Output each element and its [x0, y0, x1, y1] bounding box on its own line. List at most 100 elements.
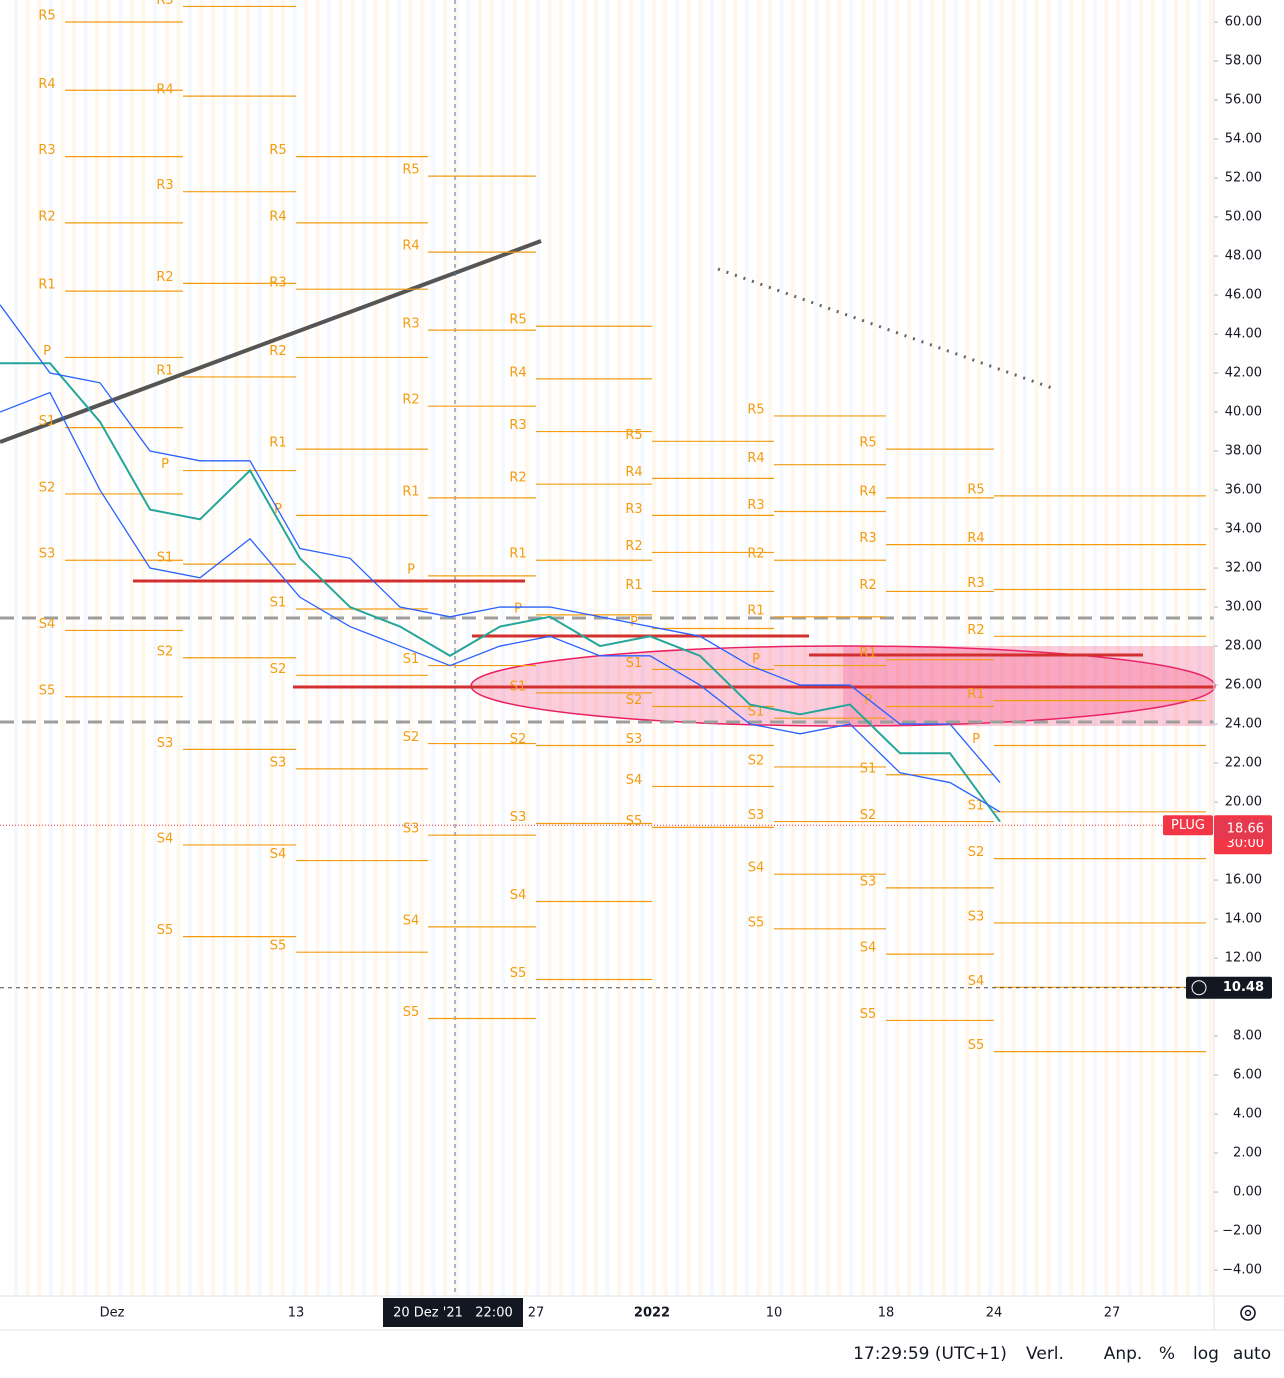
session-stripe [652, 0, 656, 1296]
pivot-label: R4 [967, 531, 984, 546]
pivot-label: R5 [156, 0, 173, 8]
session-stripe [1162, 0, 1167, 1296]
pivot-label: S3 [626, 732, 643, 747]
pivot-label: S4 [157, 831, 174, 846]
toolbar-button[interactable]: % [1159, 1344, 1175, 1364]
pivot-label: S1 [748, 705, 765, 720]
toolbar-button[interactable]: Anp. [1104, 1344, 1143, 1364]
toolbar-button[interactable]: log [1193, 1344, 1219, 1364]
y-tick-label: 38.00 [1225, 444, 1262, 459]
pivot-label: R4 [269, 209, 286, 224]
plot: R5 R4 R3 R2 R1 P S1 S2 S3 S4 S5 R5 R4 R3 R2 R1 P S1 S2 S3 S4… [0, 0, 1214, 1053]
session-stripe [1023, 0, 1028, 1296]
pivot-label: S5 [403, 1005, 420, 1020]
session-stripe [130, 0, 134, 1296]
pivot-label: R5 [269, 143, 286, 158]
pivot-label: R4 [402, 239, 419, 254]
y-tick-label: 28.00 [1225, 639, 1262, 654]
session-stripe [686, 0, 691, 1296]
pivot-label: S1 [968, 798, 985, 813]
pivot-label: R1 [402, 484, 419, 499]
pivot-label: S2 [270, 662, 287, 677]
x-tick-label: 18 [878, 1306, 895, 1321]
pivot-label: S4 [968, 974, 985, 989]
session-stripe [25, 0, 30, 1296]
session-stripe [454, 0, 459, 1296]
session-stripe [292, 0, 297, 1296]
x-tick-label: 27 [1104, 1306, 1121, 1321]
pivot-label: R3 [156, 178, 173, 193]
add-alert-button[interactable] [1191, 980, 1207, 996]
session-stripe [605, 0, 610, 1296]
session-stripe [304, 0, 308, 1296]
session-stripe [164, 0, 169, 1296]
pivot-label: S3 [157, 736, 174, 751]
crosshair-date-box [383, 1298, 523, 1327]
session-stripe [188, 0, 192, 1296]
y-tick-label: 34.00 [1225, 522, 1262, 537]
session-stripe [640, 0, 645, 1296]
y-tick-label: 8.00 [1233, 1029, 1262, 1044]
session-stripe [269, 0, 274, 1296]
y-tick-label: 40.00 [1225, 405, 1262, 420]
y-tick-label: 20.00 [1225, 795, 1262, 810]
session-stripe [373, 0, 378, 1296]
y-tick-label: 16.00 [1225, 873, 1262, 888]
gear[interactable] [1240, 1305, 1256, 1321]
crosshair-price-label: 10.48 [1223, 980, 1264, 995]
pivot-label: S5 [270, 939, 287, 954]
background-stripes [14, 0, 1213, 1296]
session-stripe [350, 0, 355, 1296]
y-tick-label: 0.00 [1233, 1185, 1262, 1200]
pivot-label: S3 [968, 909, 985, 924]
y-tick-label: 26.00 [1225, 678, 1262, 693]
pivot-label: R1 [859, 646, 876, 661]
pivot-label: S4 [39, 617, 56, 632]
x-tick-label: 27 [528, 1306, 545, 1321]
session-stripe [884, 0, 888, 1296]
pivot-label: R4 [156, 83, 173, 98]
y-tick-label: 22.00 [1225, 756, 1262, 771]
settings-icon[interactable] [1240, 1305, 1256, 1321]
session-stripe [1000, 0, 1004, 1296]
pivot-label: R1 [747, 603, 764, 618]
pivot-label: R1 [269, 436, 286, 451]
pivot-label: R5 [509, 313, 526, 328]
session-stripe [756, 0, 761, 1296]
session-stripe [83, 0, 88, 1296]
y-tick-label: −4.00 [1222, 1263, 1262, 1278]
session-stripe [895, 0, 900, 1296]
y-tick-label: −2.00 [1222, 1224, 1262, 1239]
session-stripe [385, 0, 390, 1296]
session-stripe [779, 0, 784, 1296]
toolbar-button[interactable]: Verl. [1026, 1344, 1064, 1364]
session-stripe [222, 0, 227, 1296]
y-tick-label: 50.00 [1225, 210, 1262, 225]
pivot-label: R2 [859, 578, 876, 593]
y-tick-label: 44.00 [1225, 327, 1262, 342]
session-stripe [1034, 0, 1039, 1296]
y-tick-label: 46.00 [1225, 288, 1262, 303]
y-tick-label: 24.00 [1225, 717, 1262, 732]
countdown-label: 30:00 [1227, 836, 1264, 851]
session-stripe [1069, 0, 1074, 1296]
session-stripe [501, 0, 506, 1296]
session-stripe [72, 0, 76, 1296]
session-stripe [280, 0, 285, 1296]
toolbar-button[interactable]: auto [1233, 1344, 1271, 1364]
pivot-label: R2 [38, 209, 55, 224]
pivot-label: R3 [859, 531, 876, 546]
pivot-label: R3 [38, 143, 55, 158]
pivot-label: S3 [403, 822, 420, 837]
session-stripe [431, 0, 436, 1296]
pivot-label: P [630, 615, 638, 630]
pivot-label: S1 [626, 656, 643, 671]
pivot-label: R2 [625, 539, 642, 554]
y-tick-label: 30.00 [1225, 600, 1262, 615]
pivot-label: R4 [747, 451, 764, 466]
pivot-label: P [43, 344, 51, 359]
session-stripe [362, 0, 366, 1296]
session-stripe [559, 0, 564, 1296]
x-tick-label: 13 [288, 1306, 305, 1321]
session-stripe [118, 0, 123, 1296]
